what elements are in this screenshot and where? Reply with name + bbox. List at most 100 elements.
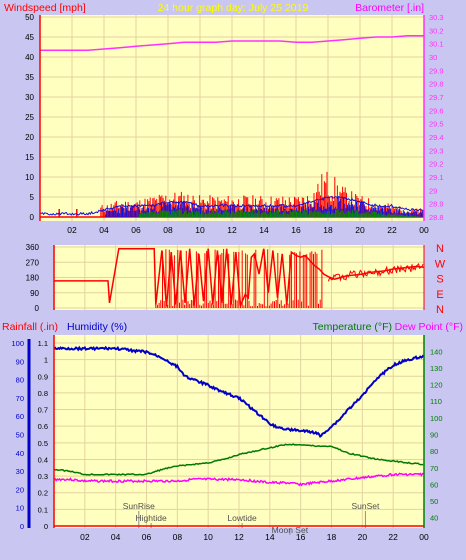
temperature-axis-title: Temperature (°F) <box>313 321 392 333</box>
moonset-label: Moon Set <box>272 525 309 535</box>
humidity-line <box>53 345 425 439</box>
rain-ytick-0.4: 0.4 <box>38 455 48 464</box>
clim-xtick-10: 10 <box>203 532 213 542</box>
rain-ytick-0.5: 0.5 <box>38 439 48 448</box>
clim-xtick-04: 04 <box>111 532 121 542</box>
baro-ytick-29.5: 29.5 <box>429 120 444 129</box>
wind-xtick-22: 22 <box>387 225 397 235</box>
rainfall-axis-title: Rainfall (.in) <box>2 321 58 333</box>
baro-ytick-30.3: 30.3 <box>429 13 444 22</box>
barometer-line <box>40 34 424 52</box>
sunrise-label: SunRise <box>123 501 155 511</box>
clim-xtick-06: 06 <box>142 532 152 542</box>
dir-letter-2: S <box>436 274 443 286</box>
rain-ytick-1: 1 <box>44 356 48 365</box>
rain-ytick-0.6: 0.6 <box>38 422 48 431</box>
baro-ytick-28.9: 28.9 <box>429 200 444 209</box>
rain-ytick-0.7: 0.7 <box>38 406 48 415</box>
dir-ytick-0: 0 <box>35 304 40 313</box>
hum-ytick-30: 30 <box>16 467 24 476</box>
hum-ytick-0: 0 <box>20 522 24 531</box>
dir-letter-4: N <box>436 304 444 316</box>
dir-ytick-180: 180 <box>26 274 40 283</box>
dir-ytick-360: 360 <box>26 243 40 252</box>
dewpoint-axis-title: Dew Point (°F) <box>395 321 463 333</box>
wind-xtick-16: 16 <box>291 225 301 235</box>
baro-ytick-29.9: 29.9 <box>429 66 444 75</box>
baro-ytick-29.6: 29.6 <box>429 106 444 115</box>
hum-ytick-50: 50 <box>16 431 24 440</box>
wind-low-spikes <box>138 209 424 217</box>
wind-ytick-35: 35 <box>25 73 34 82</box>
rain-ytick-0.3: 0.3 <box>38 472 48 481</box>
wind-xtick-12: 12 <box>227 225 237 235</box>
temp-ytick-100: 100 <box>430 414 443 423</box>
wind-ytick-0: 0 <box>30 213 35 222</box>
hum-ytick-80: 80 <box>16 376 24 385</box>
dewpoint-line <box>53 472 424 487</box>
panel-wind-series <box>39 34 425 218</box>
baro-ytick-29.1: 29.1 <box>429 173 444 182</box>
panel-climate-axes: 010203040506070809010000.10.20.30.40.50.… <box>11 335 443 542</box>
barometer-axis-title: Barometer [.in] <box>355 2 424 14</box>
clim-xtick-08: 08 <box>173 532 183 542</box>
rain-ytick-0: 0 <box>44 522 48 531</box>
wind-xtick-20: 20 <box>355 225 365 235</box>
baro-ytick-29.8: 29.8 <box>429 80 444 89</box>
wind-ytick-5: 5 <box>30 193 35 202</box>
hum-ytick-60: 60 <box>16 412 24 421</box>
dir-ytick-90: 90 <box>30 289 39 298</box>
chart-title: 24 hour graph day: July 25 2019 <box>158 2 309 14</box>
hum-ytick-100: 100 <box>11 339 24 348</box>
temp-ytick-40: 40 <box>430 514 438 523</box>
hum-ytick-40: 40 <box>16 449 24 458</box>
direction-evening-noise <box>327 262 424 282</box>
panel-climate-annotations: SunRise Hightide Lowtide Moon Set SunSet <box>123 501 380 535</box>
clim-xtick-14: 14 <box>265 532 275 542</box>
wind-xtick-00: 00 <box>419 225 429 235</box>
baro-ytick-30: 30 <box>429 53 437 62</box>
baro-ytick-28.8: 28.8 <box>429 213 444 222</box>
wind-ytick-50: 50 <box>25 13 34 22</box>
panel-direction-series <box>54 247 425 308</box>
temp-ytick-90: 90 <box>430 431 438 440</box>
hightide-label: Hightide <box>136 513 167 523</box>
wind-xtick-10: 10 <box>195 225 205 235</box>
dir-ytick-270: 270 <box>26 258 40 267</box>
baro-ytick-30.2: 30.2 <box>429 26 444 35</box>
panel-climate-series <box>53 345 425 527</box>
windspeed-axis-title: Windspeed [mph] <box>4 2 86 14</box>
hum-ytick-20: 20 <box>16 485 24 494</box>
hum-ytick-90: 90 <box>16 357 24 366</box>
rain-ytick-0.9: 0.9 <box>38 372 48 381</box>
rain-ytick-0.2: 0.2 <box>38 489 48 498</box>
rain-ytick-1.1: 1.1 <box>38 339 48 348</box>
wind-xtick-18: 18 <box>323 225 333 235</box>
temp-ytick-60: 60 <box>430 480 438 489</box>
temp-ytick-70: 70 <box>430 464 438 473</box>
sunset-label: SunSet <box>351 501 380 511</box>
lowtide-label: Lowtide <box>227 513 257 523</box>
wind-xtick-14: 14 <box>259 225 269 235</box>
wind-ytick-10: 10 <box>25 173 34 182</box>
clim-xtick-12: 12 <box>234 532 244 542</box>
wind-xtick-08: 08 <box>163 225 173 235</box>
direction-swings <box>155 248 323 308</box>
hum-ytick-70: 70 <box>16 394 24 403</box>
temp-ytick-140: 140 <box>430 347 443 356</box>
baro-ytick-29.4: 29.4 <box>429 133 444 142</box>
clim-xtick-22: 22 <box>388 532 398 542</box>
baro-ytick-29.3: 29.3 <box>429 146 444 155</box>
clim-xtick-02: 02 <box>80 532 90 542</box>
wind-xtick-04: 04 <box>99 225 109 235</box>
clim-xtick-16: 16 <box>296 532 306 542</box>
clim-xtick-20: 20 <box>358 532 368 542</box>
wind-ytick-15: 15 <box>25 153 34 162</box>
wind-xtick-02: 02 <box>67 225 77 235</box>
panel-wind-axes: 0 5 10 15 20 25 30 35 40 45 50 28.8 28.9 29 29.1 29.2 29… <box>25 13 444 235</box>
baro-ytick-30.1: 30.1 <box>429 40 444 49</box>
wind-ytick-30: 30 <box>25 93 34 102</box>
humidity-axis-title: Humidity (%) <box>67 321 127 333</box>
